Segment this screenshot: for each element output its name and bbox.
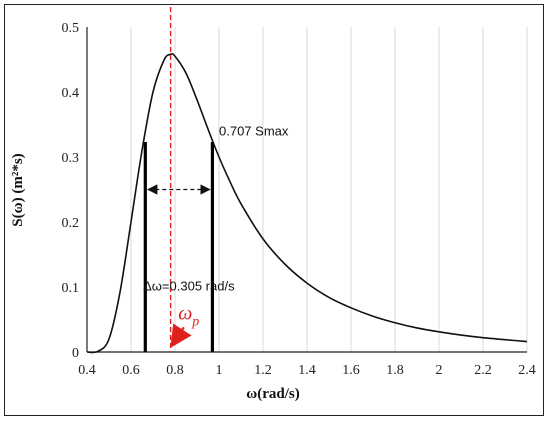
peak-frequency-label: ω [178, 303, 192, 325]
plot-axes [86, 27, 527, 353]
y-tick-label: 0.1 [62, 281, 80, 296]
y-tick-label: 0.3 [62, 151, 80, 166]
half-power-label: 0.707 Smax [219, 124, 289, 139]
y-tick-label: 0.4 [62, 86, 80, 101]
y-tick-label: 0 [72, 346, 79, 361]
vertical-gridlines [130, 27, 528, 352]
y-tick-label: 0.5 [62, 21, 80, 36]
bandwidth-label: Δω=0.305 rad/s [143, 278, 235, 293]
bandwidth-lines [143, 142, 214, 352]
x-tick-label: 2.4 [518, 363, 536, 378]
annotations: 0.707 Smax Δω=0.305 rad/s ω p [143, 7, 289, 352]
x-tick-label: 2.2 [474, 363, 492, 378]
x-tick-label: 1 [216, 363, 223, 378]
y-axis-label: S(ω) (m²*s) [10, 153, 26, 226]
y-tick-label: 0.2 [62, 216, 80, 231]
x-tick-label: 2 [436, 363, 443, 378]
x-axis-label: ω(rad/s) [246, 386, 299, 402]
x-tick-label: 0.4 [78, 363, 96, 378]
peak-arrow [170, 323, 192, 348]
x-tick-label: 1.6 [342, 363, 360, 378]
y-tick-labels: 0 0.1 0.2 0.3 0.4 0.5 [62, 21, 80, 361]
spectrum-curve [86, 53, 528, 354]
x-tick-label: 0.8 [166, 363, 184, 378]
x-tick-label: 1.4 [298, 363, 316, 378]
spectrum-curve-group [86, 53, 528, 354]
x-tick-label: 1.8 [386, 363, 404, 378]
peak-frequency-subscript: p [191, 315, 199, 330]
x-tick-label: 1.2 [254, 363, 272, 378]
x-tick-labels: 0.4 0.6 0.8 1 1.2 1.4 1.6 1.8 2 2.2 2.4 [78, 363, 536, 378]
figure-frame [4, 4, 544, 416]
x-tick-label: 0.6 [122, 363, 140, 378]
